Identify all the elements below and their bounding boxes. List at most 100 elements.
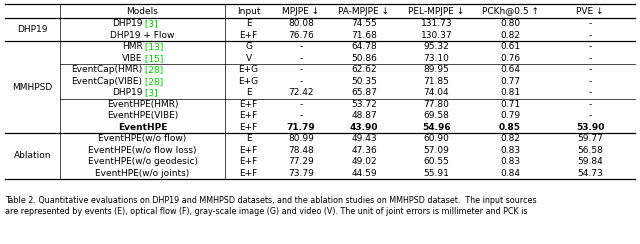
Text: E+F: E+F bbox=[239, 31, 258, 40]
Text: HMR: HMR bbox=[122, 42, 143, 51]
Text: EventHPE(HMR): EventHPE(HMR) bbox=[107, 100, 179, 109]
Text: 76.76: 76.76 bbox=[288, 31, 314, 40]
Text: 0.76: 0.76 bbox=[500, 54, 520, 63]
Text: E+G: E+G bbox=[239, 77, 259, 86]
Text: 50.86: 50.86 bbox=[351, 54, 377, 63]
Text: 54.73: 54.73 bbox=[577, 169, 603, 178]
Text: 0.79: 0.79 bbox=[500, 111, 520, 120]
Text: EventHPE(VIBE): EventHPE(VIBE) bbox=[107, 111, 178, 120]
Text: 0.83: 0.83 bbox=[500, 157, 520, 166]
Text: E+F: E+F bbox=[239, 169, 258, 178]
Text: -: - bbox=[588, 100, 591, 109]
Text: 47.36: 47.36 bbox=[351, 146, 377, 155]
Text: DHP19: DHP19 bbox=[112, 88, 143, 97]
Text: 77.80: 77.80 bbox=[424, 100, 449, 109]
Text: 0.61: 0.61 bbox=[500, 42, 520, 51]
Text: Input: Input bbox=[237, 7, 260, 16]
Text: 73.79: 73.79 bbox=[288, 169, 314, 178]
Text: 80.08: 80.08 bbox=[288, 19, 314, 28]
Text: [3]: [3] bbox=[143, 88, 158, 97]
Text: 53.90: 53.90 bbox=[576, 123, 604, 132]
Text: -: - bbox=[588, 54, 591, 63]
Text: 56.58: 56.58 bbox=[577, 146, 603, 155]
Text: E+F: E+F bbox=[239, 157, 258, 166]
Text: 0.83: 0.83 bbox=[500, 146, 520, 155]
Text: -: - bbox=[300, 54, 303, 63]
Text: E: E bbox=[246, 88, 252, 97]
Text: Models: Models bbox=[127, 7, 159, 16]
Text: 0.85: 0.85 bbox=[499, 123, 521, 132]
Text: PVE ↓: PVE ↓ bbox=[576, 7, 604, 16]
Text: -: - bbox=[588, 77, 591, 86]
Text: 131.73: 131.73 bbox=[420, 19, 452, 28]
Text: DHP19: DHP19 bbox=[112, 19, 143, 28]
Text: E+F: E+F bbox=[239, 111, 258, 120]
Text: 49.02: 49.02 bbox=[351, 157, 377, 166]
Text: EventHPE(w/o flow): EventHPE(w/o flow) bbox=[99, 134, 187, 143]
Text: [28]: [28] bbox=[143, 65, 164, 74]
Text: -: - bbox=[588, 31, 591, 40]
Text: -: - bbox=[300, 100, 303, 109]
Text: EventHPE(w/o geodesic): EventHPE(w/o geodesic) bbox=[88, 157, 198, 166]
Text: -: - bbox=[300, 42, 303, 51]
Text: DHP19: DHP19 bbox=[17, 25, 48, 34]
Text: 49.43: 49.43 bbox=[351, 134, 377, 143]
Text: 48.87: 48.87 bbox=[351, 111, 377, 120]
Text: 57.09: 57.09 bbox=[424, 146, 449, 155]
Text: Table 2. Quantitative evaluations on DHP19 and MMHPSD datasets, and the ablation: Table 2. Quantitative evaluations on DHP… bbox=[5, 196, 536, 205]
Text: -: - bbox=[300, 111, 303, 120]
Text: 72.42: 72.42 bbox=[288, 88, 314, 97]
Text: VIBE: VIBE bbox=[122, 54, 143, 63]
Text: 55.91: 55.91 bbox=[424, 169, 449, 178]
Text: V: V bbox=[245, 54, 252, 63]
Text: 0.77: 0.77 bbox=[500, 77, 520, 86]
Text: G: G bbox=[245, 42, 252, 51]
Text: 59.84: 59.84 bbox=[577, 157, 603, 166]
Text: E: E bbox=[246, 19, 252, 28]
Text: 60.55: 60.55 bbox=[424, 157, 449, 166]
Text: EventHPE(w/o joints): EventHPE(w/o joints) bbox=[95, 169, 189, 178]
Text: 89.95: 89.95 bbox=[424, 65, 449, 74]
Text: -: - bbox=[588, 65, 591, 74]
Text: 59.77: 59.77 bbox=[577, 134, 603, 143]
Text: PCKh@0.5 ↑: PCKh@0.5 ↑ bbox=[481, 7, 538, 16]
Text: [28]: [28] bbox=[143, 77, 164, 86]
Text: EventCap(VIBE): EventCap(VIBE) bbox=[72, 77, 143, 86]
Text: 0.84: 0.84 bbox=[500, 169, 520, 178]
Text: -: - bbox=[588, 111, 591, 120]
Text: EventHPE(w/o flow loss): EventHPE(w/o flow loss) bbox=[88, 146, 196, 155]
Text: DHP19 + Flow: DHP19 + Flow bbox=[110, 31, 175, 40]
Text: Ablation: Ablation bbox=[13, 152, 51, 161]
Text: EventCap(HMR): EventCap(HMR) bbox=[71, 65, 143, 74]
Text: E+F: E+F bbox=[239, 100, 258, 109]
Text: 44.59: 44.59 bbox=[351, 169, 377, 178]
Text: PEL-MPJPE ↓: PEL-MPJPE ↓ bbox=[408, 7, 465, 16]
Text: 54.96: 54.96 bbox=[422, 123, 451, 132]
Text: 69.58: 69.58 bbox=[424, 111, 449, 120]
Text: 0.81: 0.81 bbox=[500, 88, 520, 97]
Text: 0.80: 0.80 bbox=[500, 19, 520, 28]
Text: 53.72: 53.72 bbox=[351, 100, 377, 109]
Text: 64.78: 64.78 bbox=[351, 42, 377, 51]
Text: -: - bbox=[588, 19, 591, 28]
Text: 50.35: 50.35 bbox=[351, 77, 377, 86]
Text: 73.10: 73.10 bbox=[424, 54, 449, 63]
Text: 0.82: 0.82 bbox=[500, 134, 520, 143]
Text: 0.71: 0.71 bbox=[500, 100, 520, 109]
Text: 60.90: 60.90 bbox=[424, 134, 449, 143]
Text: are represented by events (E), optical flow (F), gray-scale image (G) and video : are represented by events (E), optical f… bbox=[5, 207, 527, 216]
Text: 77.29: 77.29 bbox=[288, 157, 314, 166]
Text: -: - bbox=[300, 65, 303, 74]
Text: 71.68: 71.68 bbox=[351, 31, 377, 40]
Text: E: E bbox=[246, 134, 252, 143]
Text: -: - bbox=[588, 88, 591, 97]
Text: [15]: [15] bbox=[143, 54, 164, 63]
Text: 43.90: 43.90 bbox=[349, 123, 378, 132]
Text: E+F: E+F bbox=[239, 123, 258, 132]
Text: 95.32: 95.32 bbox=[424, 42, 449, 51]
Text: EventHPE: EventHPE bbox=[118, 123, 167, 132]
Text: -: - bbox=[588, 42, 591, 51]
Text: E+G: E+G bbox=[239, 65, 259, 74]
Text: 0.82: 0.82 bbox=[500, 31, 520, 40]
Text: MPJPE ↓: MPJPE ↓ bbox=[282, 7, 319, 16]
